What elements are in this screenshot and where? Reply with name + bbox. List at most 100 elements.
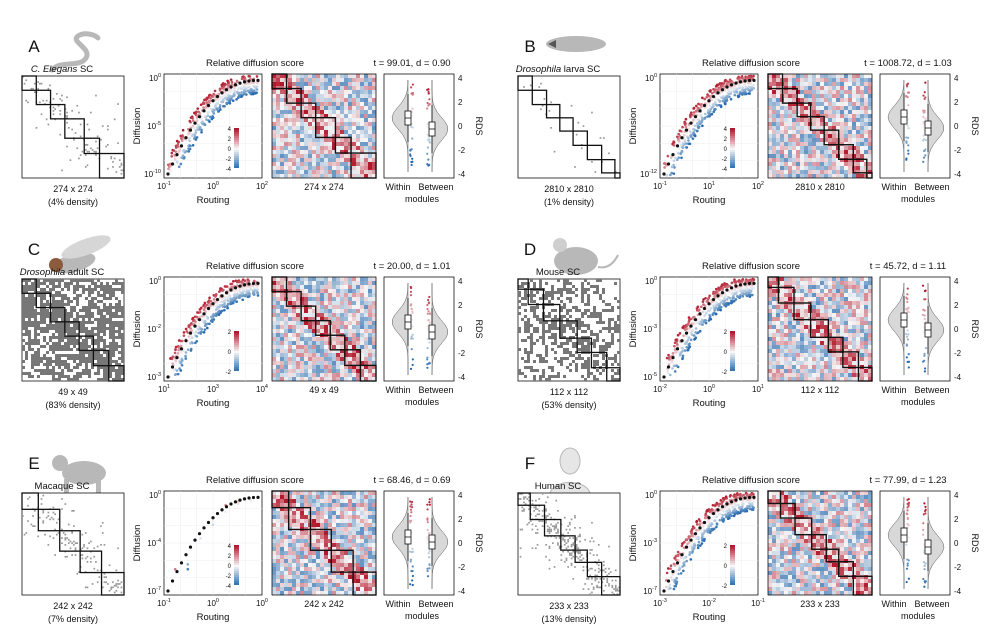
heatmap-cell xyxy=(332,166,337,171)
between-label: Between xyxy=(418,385,453,395)
heatmap-cell xyxy=(304,345,309,350)
heatmap-cell xyxy=(368,114,373,119)
matrix-cell xyxy=(614,330,617,333)
scatter-point xyxy=(675,158,679,161)
heatmap-cell xyxy=(368,377,373,382)
heatmap-cell xyxy=(824,138,829,143)
heatmap-cell xyxy=(348,297,353,302)
scatter-point xyxy=(243,286,247,290)
heatmap-cell xyxy=(332,377,337,382)
heatmap-cell xyxy=(348,78,353,83)
matrix-cell xyxy=(591,161,593,163)
matrix-cell xyxy=(52,366,55,369)
heatmap-cell xyxy=(852,134,857,139)
heatmap-cell xyxy=(284,170,289,175)
heatmap-cell xyxy=(832,90,837,95)
matrix-cell xyxy=(118,288,121,291)
heatmap-cell xyxy=(316,329,321,334)
heatmap-cell xyxy=(324,369,329,374)
heatmap-cell xyxy=(296,166,301,171)
heatmap-cell xyxy=(292,337,297,342)
heatmap-cell xyxy=(372,313,377,318)
heatmap-cell xyxy=(348,341,353,346)
scatter-point xyxy=(209,299,213,303)
heatmap-cell xyxy=(332,162,337,167)
heatmap-cell xyxy=(324,373,329,378)
scatter-point xyxy=(217,110,220,113)
matrix-cell xyxy=(94,339,97,342)
scatter-point xyxy=(215,108,219,111)
matrix-cell xyxy=(82,291,85,294)
heatmap-cell xyxy=(308,134,313,139)
matrix-cell xyxy=(103,351,106,354)
heatmap-cell xyxy=(776,142,781,147)
colorbar-tick: -2 xyxy=(722,157,728,163)
heatmap-cell xyxy=(844,98,849,103)
heatmap-cell xyxy=(328,102,333,107)
heatmap-cell xyxy=(368,277,373,282)
heatmap-cell xyxy=(352,345,357,350)
heatmap-cell xyxy=(372,154,377,159)
heatmap-cell xyxy=(776,170,781,175)
scatter-point xyxy=(218,98,222,101)
median-point xyxy=(738,80,743,84)
heatmap-cell xyxy=(356,78,361,83)
matrix-cell xyxy=(554,339,557,342)
matrix-cell xyxy=(66,145,68,148)
heatmap-cell xyxy=(776,106,781,111)
heatmap-cell xyxy=(288,102,293,107)
matrix-cell xyxy=(103,372,106,375)
matrix-cell xyxy=(584,336,587,339)
heatmap-cell xyxy=(856,94,861,99)
heatmap-cell xyxy=(848,106,853,111)
matrix-cell xyxy=(40,288,43,291)
matrix-cell xyxy=(560,306,563,309)
matrix-cell xyxy=(64,294,67,297)
scatter-point xyxy=(228,89,231,92)
heatmap-cell xyxy=(864,130,869,135)
heatmap-cell xyxy=(352,337,357,342)
scatter-point xyxy=(722,82,726,85)
matrix-cell xyxy=(97,291,100,294)
heatmap-cell xyxy=(860,146,865,151)
matrix-cell xyxy=(34,369,37,372)
scatter-point xyxy=(729,92,732,95)
matrix-cell xyxy=(35,127,38,129)
violin-point xyxy=(426,126,429,129)
median-point xyxy=(666,162,671,166)
median-point xyxy=(256,281,260,285)
matrix-cell xyxy=(103,309,106,312)
heatmap-cell xyxy=(344,313,349,318)
heatmap-cell xyxy=(768,94,773,99)
matrix-cell xyxy=(118,378,121,381)
heatmap-cell xyxy=(824,154,829,159)
matrix-cell xyxy=(118,300,121,303)
heatmap-cell xyxy=(788,102,793,107)
heatmap-cell xyxy=(816,122,821,127)
heatmap-cell xyxy=(372,289,377,294)
heatmap-cell xyxy=(832,138,837,143)
matrix-cell xyxy=(97,348,100,351)
matrix-cell xyxy=(521,303,524,306)
heatmap-cell xyxy=(856,166,861,171)
heatmap-cell xyxy=(284,373,289,378)
heatmap-cell xyxy=(356,333,361,338)
matrix-cell xyxy=(22,291,25,294)
heatmap-cell xyxy=(776,150,781,155)
matrix-cell xyxy=(61,300,64,303)
heatmap-cell xyxy=(344,281,349,286)
matrix-cell xyxy=(70,330,73,333)
matrix-cell xyxy=(25,291,28,294)
matrix-cell xyxy=(34,351,37,354)
heatmap-cell xyxy=(840,86,845,91)
heatmap-cell xyxy=(320,138,325,143)
heatmap-cell xyxy=(324,86,329,91)
matrix-cell xyxy=(551,318,554,321)
rds-axis-label: RDS xyxy=(474,319,484,338)
matrix-cell xyxy=(103,321,106,324)
heatmap-cell xyxy=(280,114,285,119)
colorbar-segment xyxy=(234,164,239,166)
heatmap-cell xyxy=(776,74,781,79)
heatmap-cell xyxy=(300,90,305,95)
heatmap-cell xyxy=(868,150,873,155)
